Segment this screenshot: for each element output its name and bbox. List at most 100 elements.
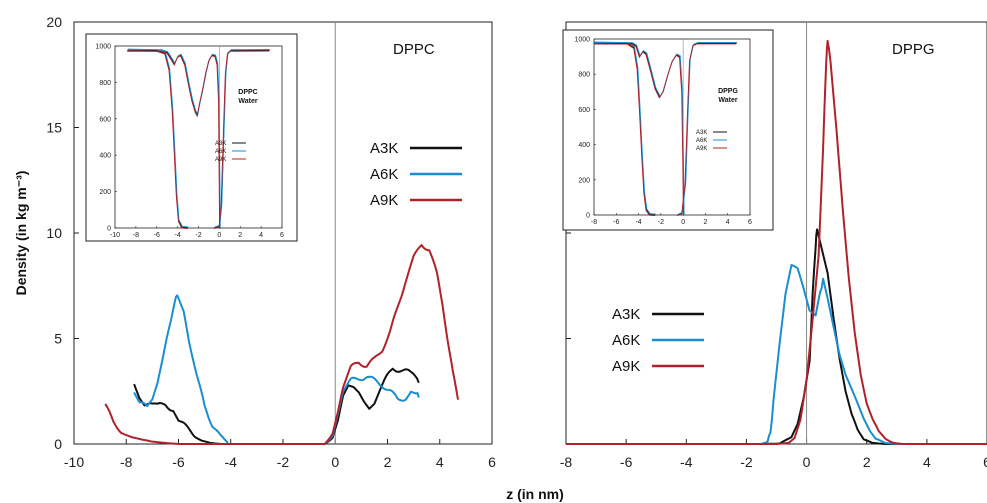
dppc-inset-frame bbox=[85, 33, 298, 242]
inset-legend-label: A9K bbox=[215, 157, 226, 163]
inset-x-tick-label: 4 bbox=[726, 219, 730, 226]
dppg-inset: -8 -6 -4 -2 0 2 4 6 0 200 400 600 800 1000 DPPG Water A3… bbox=[562, 29, 774, 231]
y-tick-label: 0 bbox=[54, 436, 62, 452]
legend-label: A3K bbox=[612, 306, 640, 323]
inset-line-a9k bbox=[677, 43, 737, 217]
inset-x-tick-label: 0 bbox=[217, 232, 221, 239]
legend-label: A6K bbox=[370, 166, 398, 183]
dppc-inset: -10 -8 -6 -4 -2 0 2 4 6 0 200 400 600 800 1000 DPPC Wate… bbox=[85, 33, 298, 242]
dppc-legend: A3K A6K A9K bbox=[370, 140, 462, 209]
dppg-axis-ticks: -8 -6 -4 -2 0 2 4 6 bbox=[560, 127, 987, 470]
series-line-a6k bbox=[566, 263, 942, 445]
x-tick-label: -4 bbox=[225, 454, 238, 470]
x-tick-label: -6 bbox=[620, 454, 633, 470]
dppg-legend: A3K A6K A9K bbox=[612, 306, 704, 375]
dppc-inset-content: -10 -8 -6 -4 -2 0 2 4 6 0 200 400 600 800 1000 DPPC Wate… bbox=[95, 44, 284, 240]
inset-label: DPPG bbox=[718, 88, 738, 95]
inset-legend-label: A3K bbox=[696, 130, 707, 136]
inset-legend-label: A6K bbox=[696, 138, 707, 144]
series-line-a9k bbox=[566, 39, 987, 445]
inset-y-tick-label: 400 bbox=[99, 153, 111, 160]
x-tick-label: -2 bbox=[740, 454, 753, 470]
dppg-title: DPPG bbox=[892, 41, 935, 58]
inset-y-tick-label: 0 bbox=[586, 213, 590, 220]
inset-y-tick-label: 400 bbox=[578, 142, 590, 149]
series-line-a6k bbox=[133, 294, 229, 444]
inset-y-tick-label: 800 bbox=[578, 72, 590, 79]
legend-label: A6K bbox=[612, 332, 640, 349]
inset-y-tick-label: 200 bbox=[578, 177, 590, 184]
inset-x-tick-label: -10 bbox=[110, 232, 120, 239]
inset-legend-label: A3K bbox=[215, 141, 226, 147]
inset-x-tick-label: 2 bbox=[238, 232, 242, 239]
inset-y-tick-label: 800 bbox=[99, 80, 111, 87]
x-tick-label: -2 bbox=[277, 454, 290, 470]
inset-x-tick-label: 2 bbox=[703, 219, 707, 226]
inset-x-tick-label: -4 bbox=[175, 232, 181, 239]
inset-line-a3k bbox=[127, 50, 221, 229]
inset-x-tick-label: -2 bbox=[658, 219, 664, 226]
inset-axes bbox=[593, 38, 751, 216]
x-tick-label: 4 bbox=[923, 454, 931, 470]
dppg-inset-content: -8 -6 -4 -2 0 2 4 6 0 200 400 600 800 1000 DPPG Water A3… bbox=[574, 37, 752, 227]
y-tick-label: 15 bbox=[46, 120, 62, 136]
x-tick-label: 6 bbox=[488, 454, 496, 470]
inset-y-tick-label: 600 bbox=[578, 107, 590, 114]
inset-line-a9k bbox=[593, 43, 684, 216]
inset-legend-label: A6K bbox=[215, 149, 226, 155]
x-tick-label: 2 bbox=[384, 454, 392, 470]
x-tick-label: 0 bbox=[331, 454, 339, 470]
inset-x-tick-label: -8 bbox=[591, 219, 597, 226]
inset-x-tick-label: -6 bbox=[613, 219, 619, 226]
x-axis-title: z (in nm) bbox=[506, 486, 564, 502]
inset-x-tick-label: 4 bbox=[259, 232, 263, 239]
legend-label: A9K bbox=[612, 358, 640, 375]
x-tick-label: -4 bbox=[680, 454, 693, 470]
inset-x-tick-label: 6 bbox=[280, 232, 284, 239]
inset-y-tick-label: 1000 bbox=[95, 44, 111, 51]
y-axis-title: Density (in kg m⁻³) bbox=[13, 171, 29, 296]
inset-x-tick-label: 6 bbox=[748, 219, 752, 226]
x-tick-label: -6 bbox=[172, 454, 185, 470]
x-tick-label: 2 bbox=[863, 454, 871, 470]
inset-legend-label: A9K bbox=[696, 146, 707, 152]
x-tick-label: -8 bbox=[560, 454, 573, 470]
inset-x-tick-label: -4 bbox=[635, 219, 641, 226]
inset-y-tick-label: 600 bbox=[99, 116, 111, 123]
legend-label: A9K bbox=[370, 192, 398, 209]
inset-y-tick-label: 0 bbox=[107, 226, 111, 233]
x-tick-label: 6 bbox=[983, 454, 987, 470]
inset-label: Water bbox=[718, 97, 737, 104]
inset-x-tick-label: -8 bbox=[133, 232, 139, 239]
panel-dppg: -8 -6 -4 -2 0 2 4 6 DPPG A3K A6K A9K bbox=[560, 21, 987, 470]
dppg-inset-frame bbox=[562, 29, 774, 231]
inset-x-tick-label: 0 bbox=[681, 219, 685, 226]
inset-line-a9k bbox=[593, 43, 656, 217]
series-line-a9k bbox=[104, 244, 459, 445]
inset-label: DPPC bbox=[238, 89, 257, 96]
dppg-series bbox=[566, 39, 987, 445]
inset-line-a6k bbox=[594, 41, 656, 215]
inset-y-tick-label: 200 bbox=[99, 189, 111, 196]
x-tick-label: -10 bbox=[64, 454, 84, 470]
inset-line-a9k bbox=[127, 50, 188, 230]
inset-y-tick-label: 1000 bbox=[574, 37, 590, 44]
dppc-title: DPPC bbox=[393, 41, 435, 58]
inset-line-a9k bbox=[213, 50, 270, 230]
x-tick-label: 4 bbox=[436, 454, 444, 470]
x-tick-label: 0 bbox=[803, 454, 811, 470]
legend-label: A3K bbox=[370, 140, 398, 157]
inset-line-a6k bbox=[127, 49, 221, 228]
y-tick-label: 10 bbox=[46, 225, 62, 241]
y-tick-label: 20 bbox=[46, 14, 62, 30]
inset-line-a9k bbox=[127, 50, 221, 229]
dppc-series bbox=[104, 244, 459, 445]
inset-label: Water bbox=[238, 98, 257, 105]
y-tick-label: 5 bbox=[54, 331, 62, 347]
x-tick-label: -8 bbox=[120, 454, 133, 470]
inset-x-tick-label: -2 bbox=[195, 232, 201, 239]
inset-x-tick-label: -6 bbox=[154, 232, 160, 239]
